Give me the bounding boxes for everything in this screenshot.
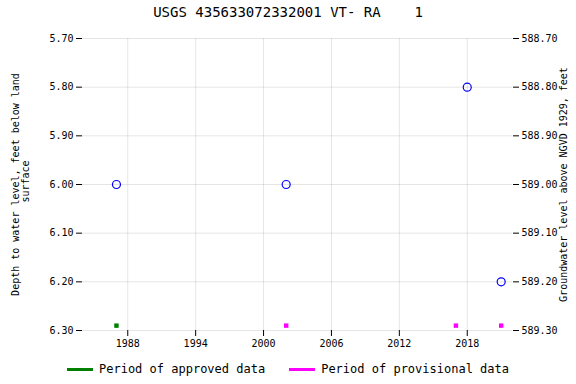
svg-text:2006: 2006 — [319, 338, 343, 349]
svg-text:2000: 2000 — [252, 338, 276, 349]
svg-text:5.80: 5.80 — [49, 81, 73, 92]
svg-text:2018: 2018 — [455, 338, 479, 349]
svg-text:6.00: 6.00 — [49, 179, 73, 190]
svg-text:589.20: 589.20 — [522, 276, 558, 287]
svg-text:588.70: 588.70 — [522, 33, 558, 44]
html-text:USGS 435633072332001 VT- RA 1: USGS 435633072332001 VT- RA 1 — [153, 4, 423, 20]
svg-text:588.90: 588.90 — [522, 130, 558, 141]
svg-text:5.90: 5.90 — [49, 130, 73, 141]
svg-text:6.20: 6.20 — [49, 276, 73, 287]
svg-text:Depth to water level, feet bel: Depth to water level, feet below land su… — [10, 73, 31, 296]
svg-text:5.70: 5.70 — [49, 33, 73, 44]
svg-text:589.30: 589.30 — [522, 325, 558, 336]
svg-text:589.10: 589.10 — [522, 227, 558, 238]
svg-text:6.10: 6.10 — [49, 227, 73, 238]
svg-text:589.00: 589.00 — [522, 179, 558, 190]
svg-text:588.80: 588.80 — [522, 81, 558, 92]
svg-text:6.30: 6.30 — [49, 325, 73, 336]
html-text:Period of provisional data: Period of provisional data — [321, 362, 509, 376]
svg-text:Groundwater level above NGVD 1: Groundwater level above NGVD 1929, feet — [558, 67, 569, 302]
html-text:Period of approved data: Period of approved data — [99, 362, 266, 376]
svg-text:1988: 1988 — [116, 338, 140, 349]
svg-text:1994: 1994 — [184, 338, 208, 349]
svg-text:2012: 2012 — [387, 338, 411, 349]
